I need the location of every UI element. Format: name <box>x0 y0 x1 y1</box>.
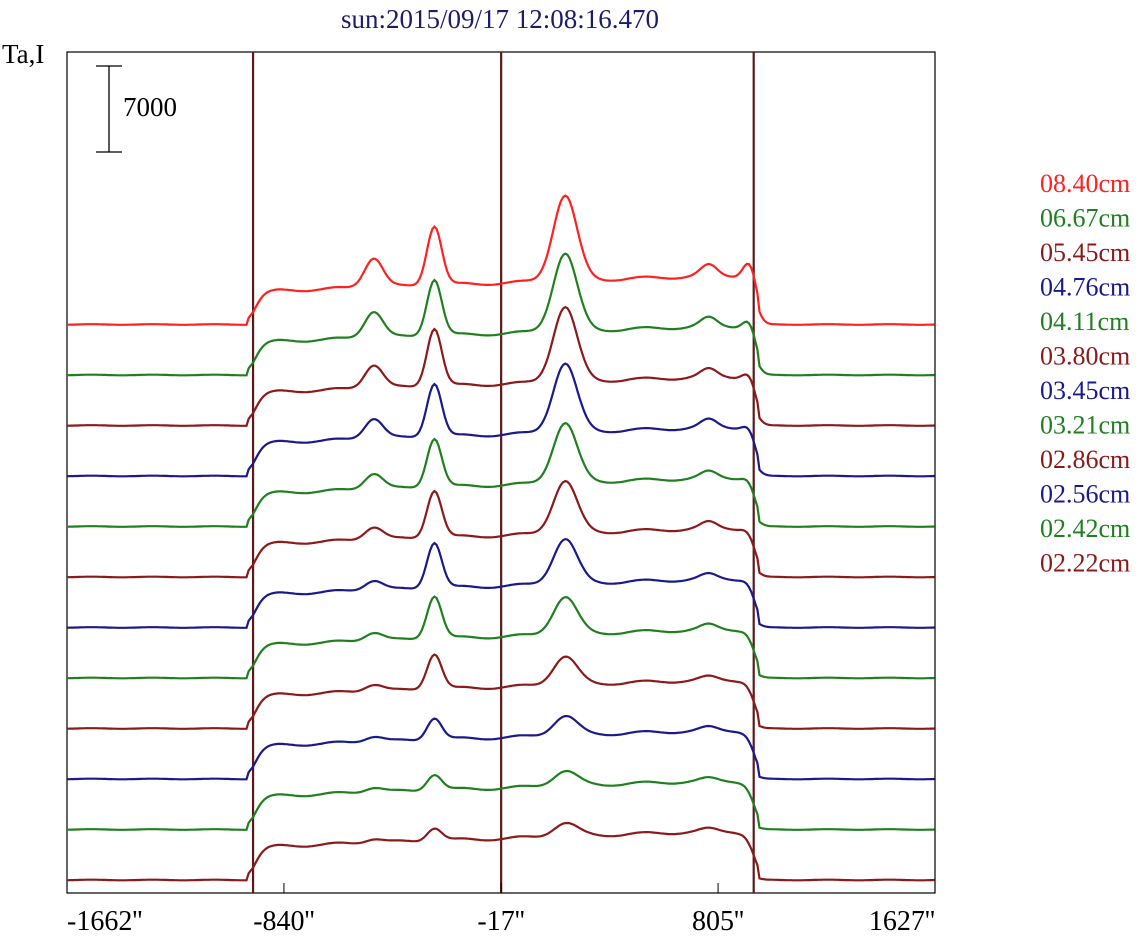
x-tick-label: -840'' <box>253 906 314 937</box>
legend-entry: 02.42cm <box>1040 514 1130 543</box>
series-line <box>67 821 935 882</box>
chart-title: sun:2015/09/17 12:08:16.470 <box>341 4 659 34</box>
x-tick-label: -17'' <box>477 906 524 937</box>
series-line <box>67 252 935 377</box>
legend-entry: 04.11cm <box>1040 307 1129 336</box>
legend-entry: 06.67cm <box>1040 204 1130 233</box>
legend-entry: 02.56cm <box>1040 480 1130 509</box>
legend-entry: 03.45cm <box>1040 376 1130 405</box>
series-line <box>67 421 935 528</box>
series-line <box>67 595 935 680</box>
series-line <box>67 715 935 781</box>
legend-entry: 02.86cm <box>1040 445 1130 474</box>
y-axis-label: Ta,I <box>2 39 44 69</box>
legend-entry: 08.40cm <box>1040 169 1130 198</box>
x-tick-label: 1627'' <box>869 906 935 937</box>
legend-entry: 05.45cm <box>1040 238 1130 267</box>
legend-entry: 03.80cm <box>1040 342 1130 371</box>
series-line <box>67 479 935 579</box>
series-line <box>67 769 935 831</box>
series-line <box>67 653 935 730</box>
series-line <box>67 362 935 478</box>
x-tick-label: -1662'' <box>67 906 142 937</box>
series-line <box>67 194 935 326</box>
x-tick-label: 805'' <box>692 906 744 937</box>
scale-bar-label: 7000 <box>123 92 177 122</box>
series-line <box>67 537 935 629</box>
series-line <box>67 305 935 427</box>
legend-entry: 04.76cm <box>1040 273 1130 302</box>
legend-entry: 03.21cm <box>1040 411 1130 440</box>
legend-entry: 02.22cm <box>1040 549 1130 578</box>
